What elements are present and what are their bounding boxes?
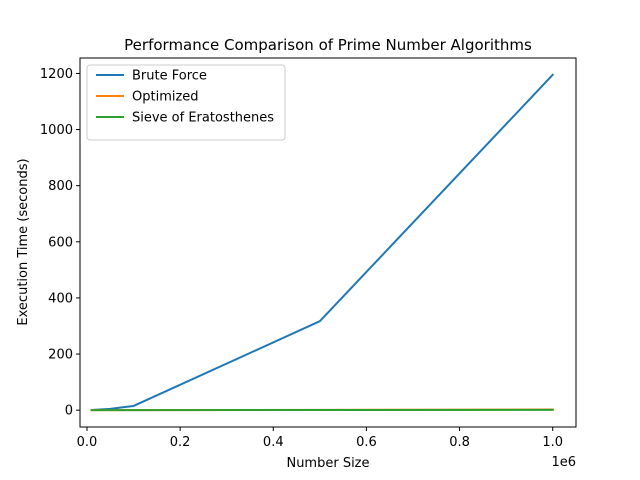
y-tick-label: 1000	[40, 123, 73, 138]
plot-area	[79, 57, 577, 428]
x-axis-ticks: 0.0 0.2 0.4 0.6 0.8 1.0	[77, 427, 563, 450]
legend-label-1: Optimized	[132, 90, 199, 105]
x-tick-label: 0.4	[263, 435, 284, 450]
series-layer	[90, 73, 555, 412]
legend-label-2: Sieve of Eratosthenes	[132, 111, 274, 126]
x-tick-label: 0.0	[77, 435, 98, 450]
x-tick-label: 0.8	[449, 435, 470, 450]
x-tick-label: 1.0	[542, 435, 563, 450]
y-tick-label: 800	[48, 179, 73, 194]
y-axis-ticks: 0 200 400 600 800 1000 1200	[40, 67, 80, 419]
chart-title: Performance Comparison of Prime Number A…	[124, 36, 532, 54]
x-tick-label: 0.2	[170, 435, 191, 450]
legend-box	[86, 64, 286, 141]
y-tick-label: 400	[48, 291, 73, 306]
x-tick-label: 0.6	[356, 435, 377, 450]
x-axis-label: Number Size	[286, 456, 369, 471]
y-tick-label: 600	[48, 235, 73, 250]
y-tick-label: 0	[65, 404, 73, 419]
legend-label-0: Brute Force	[132, 69, 207, 84]
y-tick-label: 1200	[40, 67, 73, 82]
y-axis-label: Execution Time (seconds)	[16, 158, 31, 325]
x-axis-offset-label: 1e6	[551, 455, 576, 470]
y-tick-label: 200	[48, 348, 73, 363]
axes-frame	[79, 57, 577, 428]
legend: Brute Force Optimized Sieve of Eratosthene…	[86, 64, 286, 141]
